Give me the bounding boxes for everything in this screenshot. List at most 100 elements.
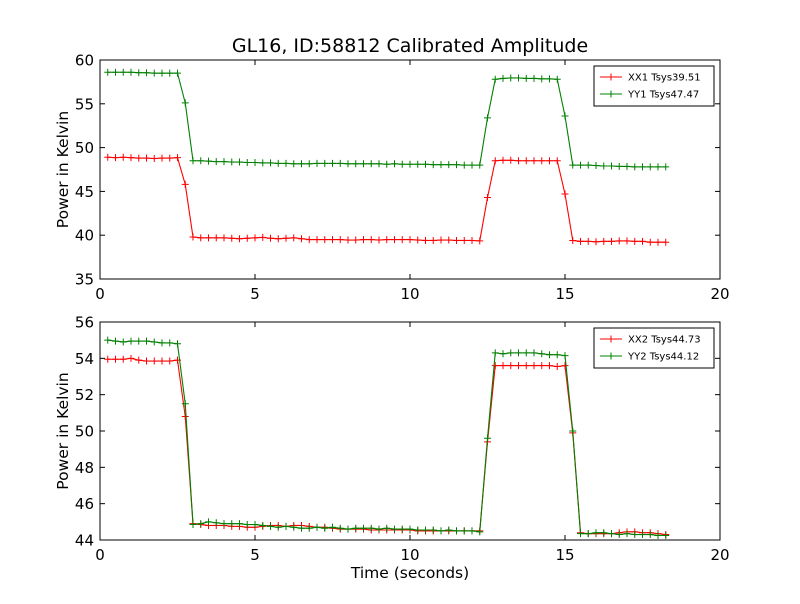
data-point-marker bbox=[515, 157, 522, 165]
y-tick-label: 56 bbox=[75, 314, 94, 332]
y-tick-label: 55 bbox=[75, 95, 94, 113]
data-point-marker bbox=[468, 236, 476, 244]
data-point-marker bbox=[639, 237, 646, 245]
data-point-marker bbox=[623, 162, 631, 170]
data-point-marker bbox=[561, 112, 569, 120]
data-point-marker bbox=[305, 160, 313, 168]
data-point-marker bbox=[662, 531, 670, 539]
data-point-marker bbox=[569, 236, 577, 244]
data-point-marker bbox=[119, 355, 127, 363]
data-point-marker bbox=[143, 357, 150, 365]
data-point-marker bbox=[561, 190, 569, 198]
data-point-marker bbox=[104, 355, 112, 363]
data-point-marker bbox=[592, 162, 600, 170]
data-point-marker bbox=[623, 237, 631, 245]
data-point-marker bbox=[491, 349, 499, 357]
data-point-marker bbox=[623, 530, 631, 538]
chart-panel-1: 0 5 10 15 20 35 40 45 50 55 60 Power in Kelvin XX1 T… bbox=[54, 52, 730, 304]
data-point-marker bbox=[251, 158, 259, 166]
legend-marker bbox=[607, 335, 615, 343]
data-point-marker bbox=[561, 352, 569, 360]
data-point-marker bbox=[228, 520, 236, 528]
data-point-marker bbox=[538, 362, 546, 370]
data-point-marker bbox=[127, 154, 135, 162]
data-point-marker bbox=[468, 527, 476, 535]
data-point-marker bbox=[631, 163, 639, 171]
data-point-marker bbox=[143, 154, 150, 162]
y-tick-label: 54 bbox=[75, 350, 94, 368]
data-point-marker bbox=[298, 160, 305, 168]
data-point-marker bbox=[375, 160, 383, 168]
data-point-marker bbox=[414, 526, 422, 534]
data-point-marker bbox=[561, 362, 569, 370]
y-tick-label: 44 bbox=[75, 532, 94, 550]
data-point-marker bbox=[615, 162, 623, 170]
y-tick-label: 50 bbox=[75, 423, 94, 441]
data-point-marker bbox=[553, 351, 561, 359]
data-point-marker bbox=[515, 349, 522, 357]
data-point-marker bbox=[530, 157, 538, 165]
data-point-marker bbox=[468, 161, 476, 169]
data-point-marker bbox=[143, 337, 150, 345]
data-point-marker bbox=[422, 526, 429, 534]
data-point-marker bbox=[135, 69, 143, 77]
data-point-marker bbox=[577, 161, 584, 169]
data-point-marker bbox=[267, 522, 274, 530]
data-point-marker bbox=[336, 236, 344, 244]
data-point-marker bbox=[507, 349, 515, 357]
data-point-marker bbox=[104, 153, 112, 161]
data-point-marker bbox=[577, 237, 584, 245]
data-point-marker bbox=[352, 236, 360, 244]
data-point-marker bbox=[205, 518, 212, 526]
data-point-marker bbox=[429, 526, 437, 534]
y-tick-label: 46 bbox=[75, 495, 94, 513]
data-point-marker bbox=[267, 234, 274, 242]
legend-label: XX2 Tsys44.73 bbox=[628, 335, 701, 346]
data-point-marker bbox=[112, 68, 119, 76]
data-point-marker bbox=[383, 160, 391, 168]
x-tick-label: 5 bbox=[250, 285, 260, 303]
legend-marker bbox=[607, 352, 615, 360]
data-point-marker bbox=[445, 526, 453, 534]
chart-panel-2: 0 5 10 15 20 44 46 48 50 52 54 56 Power in Kelvin XX2… bbox=[54, 314, 730, 565]
data-point-marker bbox=[150, 338, 158, 346]
data-point-marker bbox=[181, 412, 189, 420]
data-point-marker bbox=[112, 355, 119, 363]
data-point-marker bbox=[437, 236, 445, 244]
data-point-marker bbox=[298, 524, 305, 532]
data-point-marker bbox=[414, 160, 422, 168]
data-point-marker bbox=[569, 427, 577, 435]
data-point-marker bbox=[375, 236, 383, 244]
data-point-marker bbox=[460, 161, 468, 169]
data-point-marker bbox=[476, 528, 484, 536]
series-layer bbox=[104, 68, 670, 246]
data-point-marker bbox=[104, 68, 112, 76]
data-point-marker bbox=[313, 236, 321, 244]
data-point-marker bbox=[119, 153, 127, 161]
data-point-marker bbox=[646, 531, 654, 539]
data-point-marker bbox=[507, 362, 515, 370]
data-point-marker bbox=[158, 154, 166, 162]
data-point-marker bbox=[104, 336, 112, 344]
x-axis-label: Time (seconds) bbox=[350, 564, 469, 582]
data-point-marker bbox=[584, 237, 592, 245]
data-point-marker bbox=[329, 159, 336, 167]
data-point-marker bbox=[290, 234, 298, 242]
data-point-marker bbox=[305, 236, 313, 244]
data-point-marker bbox=[181, 99, 189, 107]
data-point-marker bbox=[352, 160, 360, 168]
data-point-marker bbox=[220, 520, 228, 528]
data-point-marker bbox=[344, 236, 352, 244]
data-point-marker bbox=[236, 158, 243, 166]
data-point-marker bbox=[391, 160, 398, 168]
data-point-marker bbox=[592, 238, 600, 246]
data-point-marker bbox=[290, 523, 298, 531]
legend-label: YY2 Tsys44.12 bbox=[627, 352, 699, 363]
data-point-marker bbox=[282, 159, 290, 167]
data-point-marker bbox=[243, 521, 251, 529]
data-point-marker bbox=[267, 159, 274, 167]
data-point-marker bbox=[212, 519, 220, 527]
data-point-marker bbox=[499, 74, 507, 82]
data-point-marker bbox=[197, 157, 205, 165]
